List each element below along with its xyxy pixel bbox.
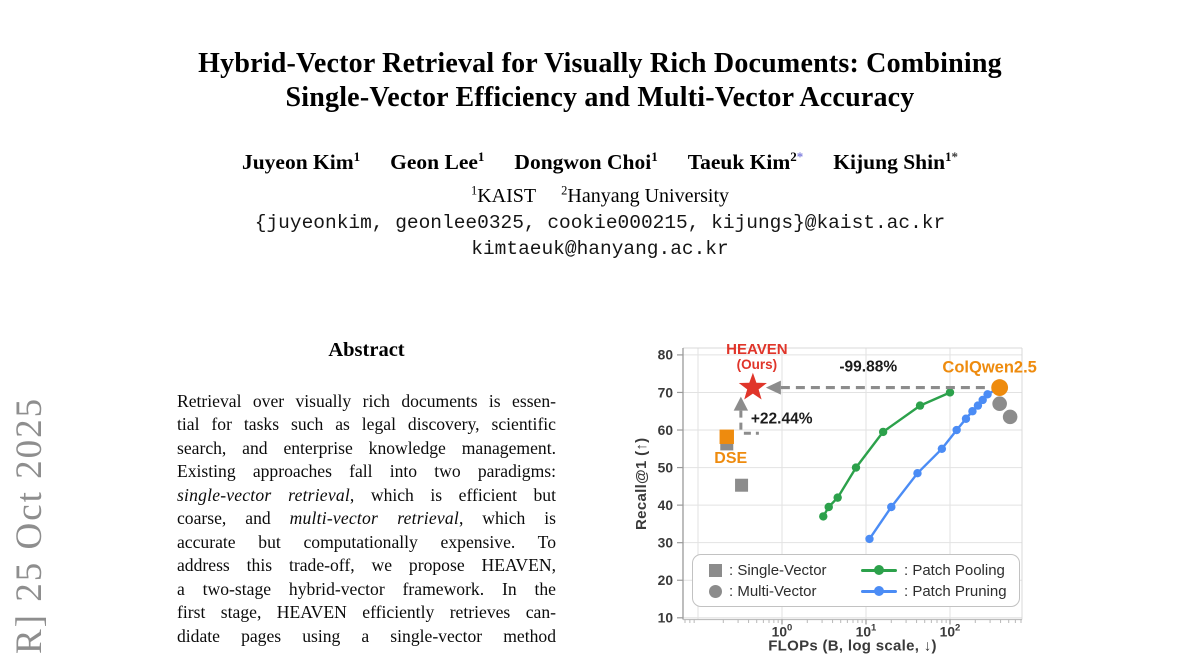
single-vector-marker bbox=[735, 478, 749, 492]
abstract-line: single-vector retrieval, which is effici… bbox=[177, 484, 556, 505]
svg-text:Recall@1 (↑): Recall@1 (↑) bbox=[633, 438, 650, 530]
svg-text:80: 80 bbox=[658, 348, 674, 363]
abstract-line: accurate but computationally expensive. … bbox=[177, 531, 556, 552]
chart-annotations: -99.88% +22.44% bbox=[733, 359, 991, 435]
dse-label: DSE bbox=[714, 450, 747, 467]
arxiv-side-watermark: R] 25 Oct 2025 bbox=[9, 396, 50, 654]
abstract-line: address this trade-off, we propose HEAVE… bbox=[177, 555, 556, 576]
svg-text:FLOPs (B, log scale, ↓): FLOPs (B, log scale, ↓) bbox=[768, 638, 937, 655]
legend-item-patch-pooling: : Patch Pooling bbox=[861, 562, 1011, 579]
recall-improvement-annotation: +22.44% bbox=[751, 411, 813, 428]
colqwen-marker bbox=[991, 379, 1009, 396]
abstract-line: didate pages using a single-vector metho… bbox=[177, 625, 556, 646]
abstract-line: search, and enterprise knowledge managem… bbox=[177, 437, 556, 458]
teaser-figure: 10 20 30 40 50 60 70 80 100 101 102 Recall@1 (↑) FLO… bbox=[620, 335, 1100, 655]
chart-point-labels: HEAVEN(Ours) ColQwen2.5 DSE bbox=[714, 341, 1037, 467]
corresponding-author-asterisk: * bbox=[951, 148, 959, 164]
author-affiliation-superscript: 2* bbox=[790, 148, 804, 164]
legend-item-multi-vector: : Multi-Vector bbox=[709, 583, 861, 600]
author-list: Juyeon Kim1 Geon Lee1 Dongwon Choi1 Taeuk K… bbox=[0, 150, 1200, 175]
svg-text:10: 10 bbox=[658, 611, 674, 626]
legend-label: : Patch Pruning bbox=[904, 582, 1007, 600]
patch-pruning-series bbox=[865, 383, 1004, 544]
line-marker-icon bbox=[861, 564, 897, 576]
heaven-star-marker bbox=[738, 372, 767, 400]
author-kijung-shin: Kijung Shin1* bbox=[833, 148, 959, 174]
svg-text:20: 20 bbox=[658, 573, 674, 588]
dse-marker bbox=[719, 429, 734, 444]
paper-title-line-2: Single-Vector Efficiency and Multi-Vecto… bbox=[285, 81, 915, 113]
abstract-line: a two-stage hybrid-vector framework. In … bbox=[177, 578, 556, 599]
email-line-hanyang: kimtaeuk@hanyang.ac.kr bbox=[471, 238, 729, 260]
circle-marker-icon bbox=[709, 584, 722, 598]
affiliation-superscript: 2 bbox=[561, 183, 568, 198]
affiliation-superscript: 1 bbox=[470, 183, 478, 198]
square-marker-icon bbox=[709, 563, 722, 577]
paper-first-page: { "watermark": { "text": "R] 25 Oct 2025… bbox=[0, 47, 1200, 655]
author-affiliation-superscript: 1 bbox=[353, 148, 361, 164]
legend-item-patch-pruning: : Patch Pruning bbox=[861, 583, 1011, 600]
legend-label: : Multi-Vector bbox=[729, 582, 817, 600]
patch-pooling-series bbox=[819, 388, 955, 521]
multi-vector-marker bbox=[1002, 409, 1018, 425]
email-line-kaist: {juyeonkim, geonlee0325, cookie000215, k… bbox=[254, 212, 946, 234]
abstract-heading: Abstract bbox=[328, 339, 405, 361]
abstract-line: Existing approaches fall into two paradi… bbox=[177, 461, 556, 482]
heaven-ours-label: (Ours) bbox=[737, 357, 778, 372]
line-marker-icon bbox=[861, 585, 897, 597]
abstract-line: coarse, and multi-vector retrieval, whic… bbox=[177, 508, 556, 529]
abstract-line: Retrieval over visually rich documents i… bbox=[177, 391, 556, 411]
svg-text:30: 30 bbox=[658, 535, 674, 550]
flops-reduction-annotation: -99.88% bbox=[839, 359, 897, 376]
left-arrowhead-icon bbox=[765, 380, 781, 395]
paper-title-line-1: Hybrid-Vector Retrieval for Visually Ric… bbox=[198, 48, 1002, 79]
author-juyeon-kim: Juyeon Kim1 bbox=[241, 148, 361, 174]
recall-vs-flops-chart: 10 20 30 40 50 60 70 80 100 101 102 Recall@1 (↑) FLO… bbox=[633, 341, 1037, 655]
paper-title: Hybrid-Vector Retrieval for Visually Ric… bbox=[0, 47, 1200, 114]
author-affiliation-superscript: 1* bbox=[945, 148, 959, 164]
legend-label: : Patch Pooling bbox=[904, 561, 1005, 579]
colqwen-label: ColQwen2.5 bbox=[942, 359, 1036, 377]
svg-text:70: 70 bbox=[658, 385, 674, 400]
svg-text:101: 101 bbox=[856, 623, 877, 640]
svg-text:40: 40 bbox=[658, 498, 674, 513]
corresponding-author-asterisk: * bbox=[796, 148, 804, 164]
affiliation-list: 1KAIST 2Hanyang University bbox=[0, 183, 1200, 208]
abstract-line: tial for tasks such as legal discovery, … bbox=[177, 414, 556, 435]
abstract-line: first stage, HEAVEN efficiently retrieve… bbox=[177, 602, 556, 623]
abstract-text: Retrieval over visually rich documents i… bbox=[177, 390, 556, 648]
affiliation-hanyang-university: 2Hanyang University bbox=[561, 183, 730, 207]
multi-vector-marker bbox=[992, 396, 1007, 412]
author-affiliation-superscript: 1 bbox=[477, 148, 485, 164]
svg-text:102: 102 bbox=[940, 623, 961, 640]
legend-label: : Single-Vector bbox=[729, 561, 827, 579]
author-geon-lee: Geon Lee1 bbox=[390, 148, 485, 174]
svg-text:50: 50 bbox=[658, 460, 674, 475]
abstract-section: Abstract Retrieval over visually rich do… bbox=[177, 339, 556, 648]
author-taeuk-kim: Taeuk Kim2* bbox=[687, 148, 804, 174]
svg-text:60: 60 bbox=[658, 423, 674, 438]
svg-text:100: 100 bbox=[772, 623, 793, 640]
author-dongwon-choi: Dongwon Choi1 bbox=[514, 148, 658, 174]
legend-item-single-vector: : Single-Vector bbox=[709, 562, 861, 579]
affiliation-kaist: 1KAIST bbox=[470, 183, 537, 207]
up-arrowhead-icon bbox=[733, 396, 749, 411]
heaven-label: HEAVEN bbox=[726, 341, 787, 358]
chart-axes: 10 20 30 40 50 60 70 80 100 101 102 Recall@1 (↑) FLO… bbox=[633, 347, 1023, 655]
chart-legend: : Single-Vector : Patch Pooling : Multi-Ve… bbox=[692, 554, 1020, 607]
author-affiliation-superscript: 1 bbox=[651, 148, 658, 164]
